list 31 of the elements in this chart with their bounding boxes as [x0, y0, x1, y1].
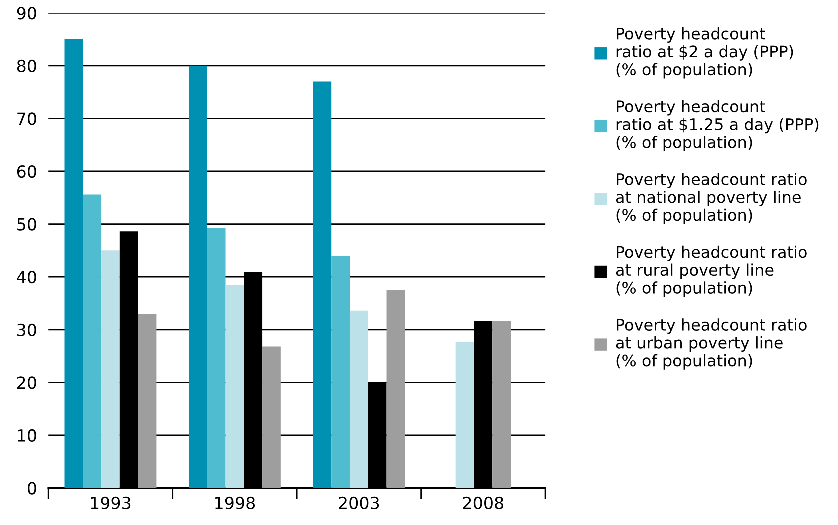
- x-tick-label: 1993: [91, 496, 131, 510]
- y-tick-label: 80: [17, 60, 36, 72]
- x-tick-label: 2003: [339, 496, 380, 510]
- legend-label: Poverty headcount ratio at $1.25 a day (PPP) (% of population): [616, 100, 819, 152]
- y-tick-label: 20: [18, 376, 36, 390]
- y-tick-label: 10: [18, 429, 36, 442]
- legend-label: Poverty headcount ratio at rural poverty line (% of population): [616, 246, 807, 298]
- y-tick-label: 50: [18, 218, 36, 231]
- bar: [138, 314, 157, 488]
- legend-label: Poverty headcount ratio at national poverty line (% of population): [616, 173, 807, 224]
- x-tick-label: 1998: [216, 496, 256, 510]
- bar: [102, 250, 120, 488]
- bar: [313, 82, 332, 488]
- x-tick-label: 2008: [463, 496, 504, 510]
- legend-label: Poverty headcount ratio at $2 a day (PPP) (% of population): [616, 28, 794, 79]
- y-tick-label: 60: [17, 165, 36, 178]
- bar: [188, 66, 208, 488]
- bar: [83, 194, 102, 488]
- y-tick-label: 30: [18, 324, 36, 336]
- bar: [350, 310, 368, 488]
- y-tick-label: 40: [17, 271, 36, 284]
- bar: [262, 346, 281, 488]
- bar: [207, 228, 226, 488]
- bar: [64, 40, 84, 488]
- bar: [332, 256, 350, 488]
- bar: [386, 290, 406, 488]
- y-tick-label: 90: [17, 7, 36, 20]
- y-tick-label: 70: [18, 112, 36, 126]
- y-tick-label: 0: [28, 482, 36, 495]
- bar: [226, 285, 244, 488]
- legend-label: Poverty headcount ratio at urban poverty line (% of population): [616, 318, 807, 370]
